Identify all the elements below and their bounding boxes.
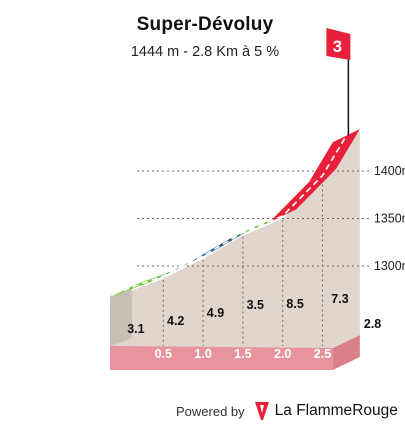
gradient-label-1: 4.2 [167, 314, 184, 328]
profile-wall [110, 132, 360, 348]
brand-name-part-a: La Flamme [274, 402, 353, 419]
climb-title: Super-Dévoluy [136, 14, 274, 35]
km-label-4: 2.5 [314, 347, 331, 361]
km-label-0: 0.5 [155, 347, 172, 361]
brand-name-part-b: Rouge [352, 402, 398, 419]
credit-line: Powered by La FlammeRouge [176, 400, 398, 422]
brand-name: La FlammeRouge [275, 402, 398, 420]
km-label-3: 2.0 [274, 347, 291, 361]
elevation-tick-label: 1400m [374, 164, 405, 178]
gradient-label-3: 3.5 [247, 298, 264, 312]
elevation-tick-label: 1300m [374, 259, 405, 273]
gradient-label-2: 4.9 [207, 306, 224, 320]
gradient-label-0: 3.1 [127, 322, 144, 336]
profile-base-side [332, 335, 360, 370]
gradient-segment-5 [309, 129, 360, 183]
gradient-label-4: 8.5 [286, 297, 303, 311]
profile-front-face [110, 289, 132, 346]
powered-by-text: Powered by [176, 403, 245, 419]
elevation-tick-label: 1350m [374, 211, 405, 225]
elevation-profile-chart: 1300m 1350m 1400m 3.1 4.2 4.9 3.5 8.5 7.3 0.5 1.0… [110, 28, 405, 370]
climb-subtitle: 1444 m - 2.8 Km à 5 % [130, 44, 280, 60]
climb-category-flag [326, 28, 351, 60]
km-label-1: 1.0 [194, 347, 211, 361]
km-label-2: 1.5 [234, 347, 251, 361]
gradient-label-5: 7.3 [331, 292, 348, 306]
km-label-5: 2.8 [364, 317, 381, 331]
route-centre-dashes [123, 135, 348, 292]
climb-category-number: 3 [333, 37, 342, 56]
flame-logo-icon [254, 402, 269, 420]
